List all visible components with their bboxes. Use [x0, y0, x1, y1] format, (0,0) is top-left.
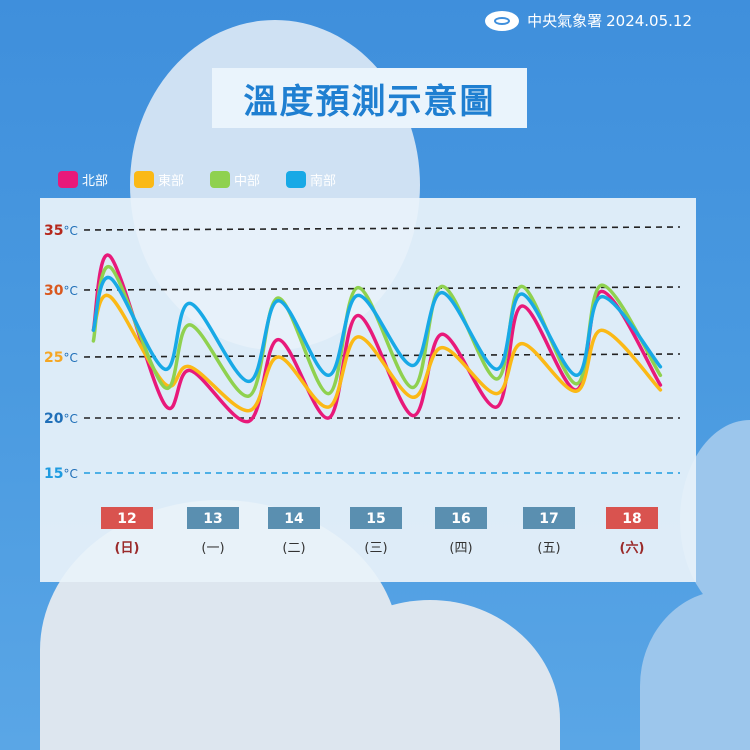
legend-swatch [134, 171, 154, 188]
y-tick-value: 20 [44, 411, 64, 427]
date-label: 13 [203, 511, 222, 527]
legend-item: 中部 [210, 170, 286, 189]
gridline [83, 286, 681, 291]
header-date: 2024.05.12 [606, 11, 692, 30]
legend-swatch [210, 171, 230, 188]
legend-label: 南部 [310, 174, 337, 189]
legend-swatch [58, 171, 78, 188]
date-label: 18 [622, 511, 641, 527]
date-box [268, 507, 320, 529]
page-title: 溫度預測示意圖 [243, 81, 496, 122]
y-tick-label: 35°C [44, 223, 78, 239]
date-label: 16 [451, 511, 470, 527]
y-tick-unit: °C [63, 351, 77, 365]
y-tick-unit: °C [63, 467, 77, 481]
title-box: 溫度預測示意圖 [212, 68, 527, 128]
y-tick-unit: °C [63, 284, 77, 298]
legend-item: 南部 [286, 170, 362, 189]
y-tick-value: 35 [44, 223, 63, 239]
y-tick-unit: °C [63, 412, 77, 426]
date-box [523, 507, 575, 529]
agency-name: 中央氣象署 [527, 12, 603, 30]
y-tick-label: 30°C [44, 283, 78, 299]
y-tick-value: 30 [44, 283, 64, 299]
y-tick-value: 15 [44, 466, 63, 482]
weekday-label: (六) [620, 540, 645, 556]
date-label: 14 [284, 511, 304, 527]
weekday-label: (二) [282, 541, 305, 556]
legend: 北部 東部 中部 南部 [58, 170, 362, 189]
date-box [187, 507, 239, 529]
y-tick-label: 15°C [44, 466, 78, 482]
legend-swatch [286, 171, 306, 188]
y-tick-label: 20°C [44, 411, 78, 427]
y-tick-unit: °C [63, 224, 77, 238]
legend-label: 中部 [234, 174, 261, 189]
date-box [435, 507, 487, 529]
cwa-logo-icon [485, 10, 520, 31]
date-box [350, 507, 402, 529]
weekday-label: (三) [364, 541, 387, 556]
date-box [606, 507, 658, 529]
date-label: 17 [539, 511, 558, 527]
date-label: 15 [366, 511, 385, 527]
weekday-label: (四) [449, 541, 472, 556]
legend-item: 北部 [58, 170, 134, 189]
weekday-label: (五) [537, 541, 560, 556]
date-box [101, 507, 153, 529]
weekday-label: (日) [115, 541, 140, 556]
legend-item: 東部 [134, 170, 210, 189]
header: 中央氣象署 2024.05.12 [485, 10, 692, 31]
series-line-南部 [91, 276, 663, 384]
y-tick-label: 25°C [44, 350, 78, 366]
date-label: 12 [117, 511, 136, 527]
legend-label: 東部 [158, 174, 185, 189]
y-tick-value: 25 [44, 350, 63, 366]
gridline [83, 226, 681, 231]
weekday-label: (一) [201, 541, 224, 556]
legend-label: 北部 [82, 174, 109, 189]
